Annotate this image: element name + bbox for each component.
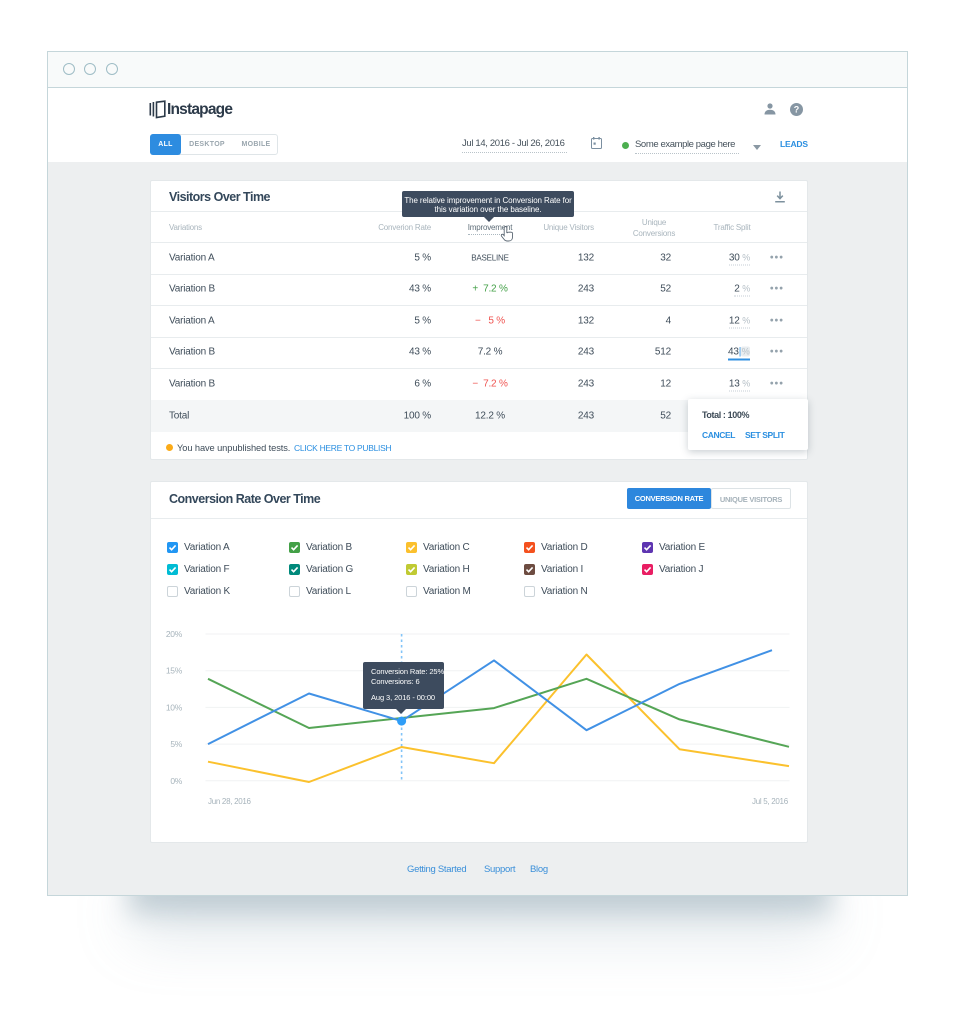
svg-text:15%: 15% xyxy=(166,666,183,676)
svg-text:20%: 20% xyxy=(166,629,183,639)
svg-text:0%: 0% xyxy=(170,776,182,786)
svg-text:10%: 10% xyxy=(166,702,183,712)
svg-text:5%: 5% xyxy=(170,739,182,749)
svg-text:?: ? xyxy=(794,105,800,115)
